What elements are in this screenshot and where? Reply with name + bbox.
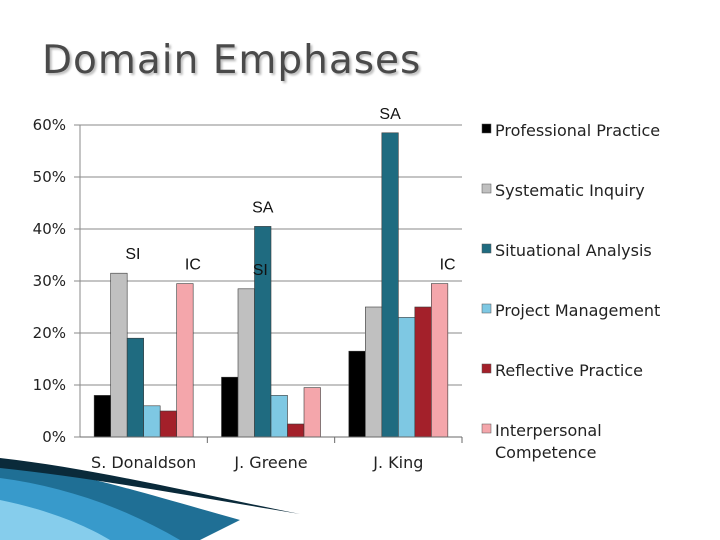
decorative-swoosh bbox=[0, 458, 300, 540]
legend-swatch bbox=[481, 423, 492, 434]
bar bbox=[93, 395, 111, 438]
annotations: SI IC SA SI SA IC bbox=[125, 106, 455, 279]
legend-label: Project Management bbox=[495, 301, 660, 320]
legend: Professional Practice Systematic Inquiry S… bbox=[481, 121, 660, 462]
legend-swatch bbox=[481, 243, 492, 254]
legend-label: Interpersonal Competence bbox=[495, 421, 602, 462]
bar bbox=[110, 272, 128, 438]
y-tick-label: 40% bbox=[33, 220, 66, 238]
y-tick-label: 30% bbox=[33, 272, 66, 290]
legend-swatch bbox=[481, 303, 492, 314]
legend-label: Reflective Practice bbox=[495, 361, 643, 380]
bar bbox=[159, 410, 177, 438]
bars bbox=[93, 132, 449, 438]
bar bbox=[270, 395, 288, 438]
legend-label: Professional Practice bbox=[495, 121, 660, 140]
y-tick-label: 20% bbox=[33, 324, 66, 342]
x-tick-label: S. Donaldson bbox=[91, 453, 196, 472]
annotation-label: IC bbox=[185, 257, 201, 274]
bar bbox=[348, 350, 366, 438]
bar bbox=[126, 337, 144, 438]
bar bbox=[414, 306, 432, 438]
y-tick-label: 60% bbox=[33, 116, 66, 134]
annotation-label: SA bbox=[379, 106, 401, 123]
bar bbox=[287, 423, 305, 438]
bar bbox=[237, 288, 255, 438]
axes: 0% 10% 20% 30% 40% 50% 60% S. Donaldson J. Green… bbox=[33, 116, 463, 472]
bar bbox=[221, 376, 239, 438]
legend-swatch bbox=[481, 363, 492, 374]
legend-swatch bbox=[481, 123, 492, 134]
y-tick-label: 0% bbox=[42, 428, 66, 446]
legend-label: Systematic Inquiry bbox=[495, 181, 645, 200]
bar bbox=[398, 317, 416, 438]
annotation-label: SI bbox=[125, 246, 140, 263]
bar bbox=[365, 306, 383, 438]
bar bbox=[143, 405, 161, 438]
x-tick-label: J. Greene bbox=[233, 453, 307, 472]
swoosh-stroke bbox=[0, 458, 300, 514]
swoosh-band-light bbox=[0, 500, 110, 540]
bar bbox=[431, 283, 449, 438]
slide-title: Domain Emphases bbox=[42, 38, 422, 83]
annotation-label: SA bbox=[252, 199, 274, 216]
bar bbox=[176, 283, 194, 438]
bar bbox=[254, 226, 272, 438]
legend-swatch bbox=[481, 183, 492, 194]
annotation-label: SI bbox=[253, 262, 268, 279]
bar bbox=[303, 387, 321, 438]
y-tick-label: 10% bbox=[33, 376, 66, 394]
bar bbox=[381, 132, 399, 438]
annotation-label: IC bbox=[440, 257, 456, 274]
y-tick-label: 50% bbox=[33, 168, 66, 186]
x-tick-label: J. King bbox=[372, 453, 423, 472]
legend-label: Situational Analysis bbox=[495, 241, 652, 260]
